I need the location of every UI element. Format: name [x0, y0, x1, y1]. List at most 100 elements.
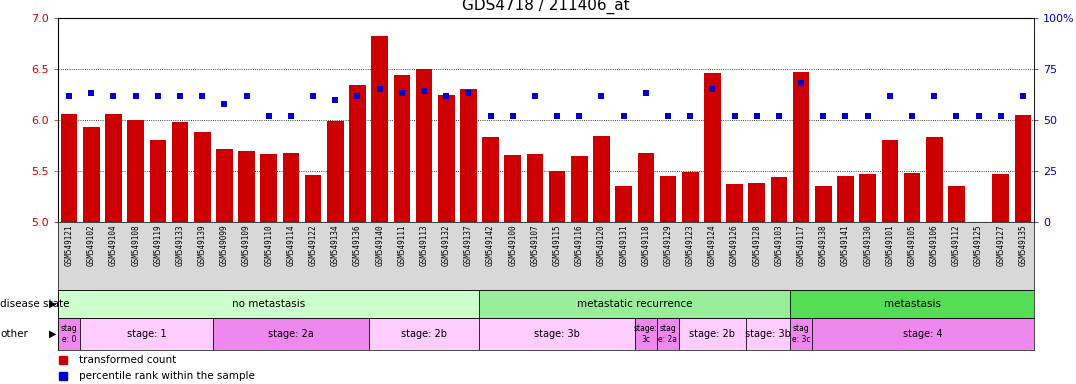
Text: GSM549110: GSM549110: [265, 224, 273, 266]
Bar: [704, 73, 721, 222]
Bar: [635, 318, 657, 350]
Bar: [438, 94, 454, 222]
Text: GSM549106: GSM549106: [930, 224, 938, 266]
Text: GSM549133: GSM549133: [175, 224, 184, 266]
Text: GSM549099: GSM549099: [220, 224, 229, 266]
Bar: [726, 184, 742, 222]
Text: GSM549108: GSM549108: [131, 224, 140, 266]
Text: GSM549132: GSM549132: [441, 224, 451, 266]
Text: stag
e: 3c: stag e: 3c: [792, 324, 810, 344]
Bar: [371, 36, 388, 222]
Bar: [238, 151, 255, 222]
Bar: [172, 122, 188, 222]
Text: GSM549123: GSM549123: [685, 224, 695, 266]
Text: GSM549115: GSM549115: [553, 224, 562, 266]
Text: GSM549141: GSM549141: [841, 224, 850, 266]
Text: GSM549101: GSM549101: [886, 224, 894, 266]
Text: GSM549103: GSM549103: [775, 224, 783, 266]
Text: ▶: ▶: [48, 329, 56, 339]
Bar: [260, 154, 277, 222]
Text: GSM549137: GSM549137: [464, 224, 472, 266]
Bar: [482, 137, 499, 222]
Bar: [615, 186, 632, 222]
Text: GSM549124: GSM549124: [708, 224, 717, 266]
Text: GSM549116: GSM549116: [575, 224, 584, 266]
Bar: [58, 290, 480, 318]
Text: GSM549114: GSM549114: [286, 224, 296, 266]
Bar: [480, 290, 790, 318]
Text: stage: 4: stage: 4: [903, 329, 943, 339]
Bar: [992, 174, 1009, 222]
Bar: [837, 176, 853, 222]
Bar: [60, 114, 77, 222]
Text: GSM549100: GSM549100: [508, 224, 518, 266]
Text: GSM549140: GSM549140: [376, 224, 384, 266]
Text: GSM549107: GSM549107: [530, 224, 539, 266]
Bar: [105, 114, 122, 222]
Bar: [746, 318, 790, 350]
Text: GSM549131: GSM549131: [619, 224, 628, 266]
Text: GSM549104: GSM549104: [109, 224, 118, 266]
Bar: [58, 318, 81, 350]
Text: GSM549109: GSM549109: [242, 224, 251, 266]
Text: stag
e: 0: stag e: 0: [60, 324, 77, 344]
Text: GSM549117: GSM549117: [796, 224, 806, 266]
Bar: [526, 154, 543, 222]
Text: no metastasis: no metastasis: [232, 299, 306, 309]
Text: disease state: disease state: [0, 299, 70, 309]
Bar: [216, 149, 232, 222]
Bar: [770, 177, 788, 222]
Text: GSM549127: GSM549127: [996, 224, 1005, 266]
Bar: [127, 120, 144, 222]
Bar: [793, 72, 809, 222]
Text: GSM549118: GSM549118: [641, 224, 650, 266]
Bar: [327, 121, 343, 222]
Bar: [81, 318, 213, 350]
Text: transformed count: transformed count: [80, 354, 176, 364]
Bar: [213, 318, 369, 350]
Bar: [904, 173, 920, 222]
Text: GSM549136: GSM549136: [353, 224, 362, 266]
Text: GSM549135: GSM549135: [1018, 224, 1028, 266]
Text: stage: 2a: stage: 2a: [268, 329, 314, 339]
Text: GSM549138: GSM549138: [819, 224, 827, 266]
Text: GSM549130: GSM549130: [863, 224, 873, 266]
Text: metastasis: metastasis: [883, 299, 940, 309]
Bar: [815, 186, 832, 222]
Text: GSM549112: GSM549112: [952, 224, 961, 266]
Text: GSM549105: GSM549105: [907, 224, 917, 266]
Text: GSM549111: GSM549111: [397, 224, 407, 266]
Bar: [305, 175, 322, 222]
Text: stage: 3b: stage: 3b: [534, 329, 580, 339]
Text: percentile rank within the sample: percentile rank within the sample: [80, 371, 255, 381]
Bar: [948, 186, 965, 222]
Text: GSM549128: GSM549128: [752, 224, 761, 266]
Text: stage:
3c: stage: 3c: [634, 324, 657, 344]
Bar: [369, 318, 480, 350]
Bar: [790, 290, 1034, 318]
Text: GSM549126: GSM549126: [730, 224, 739, 266]
Bar: [637, 153, 654, 222]
Bar: [283, 153, 299, 222]
Text: GSM549139: GSM549139: [198, 224, 207, 266]
Bar: [415, 69, 433, 222]
Text: GSM549129: GSM549129: [664, 224, 672, 266]
Text: other: other: [0, 329, 28, 339]
Text: GDS4718 / 211406_at: GDS4718 / 211406_at: [463, 0, 629, 14]
Bar: [682, 172, 698, 222]
Text: GSM549119: GSM549119: [153, 224, 162, 266]
Bar: [349, 85, 366, 222]
Text: ▶: ▶: [48, 299, 56, 309]
Text: GSM549142: GSM549142: [486, 224, 495, 266]
Text: GSM549121: GSM549121: [65, 224, 73, 266]
Bar: [394, 75, 410, 222]
Bar: [925, 137, 943, 222]
Text: metastatic recurrence: metastatic recurrence: [577, 299, 693, 309]
Bar: [150, 141, 166, 222]
Bar: [860, 174, 876, 222]
Bar: [83, 127, 100, 222]
Text: stag
e: 2a: stag e: 2a: [659, 324, 678, 344]
Text: GSM549102: GSM549102: [87, 224, 96, 266]
Bar: [480, 318, 635, 350]
Text: stage: 2b: stage: 2b: [690, 329, 735, 339]
